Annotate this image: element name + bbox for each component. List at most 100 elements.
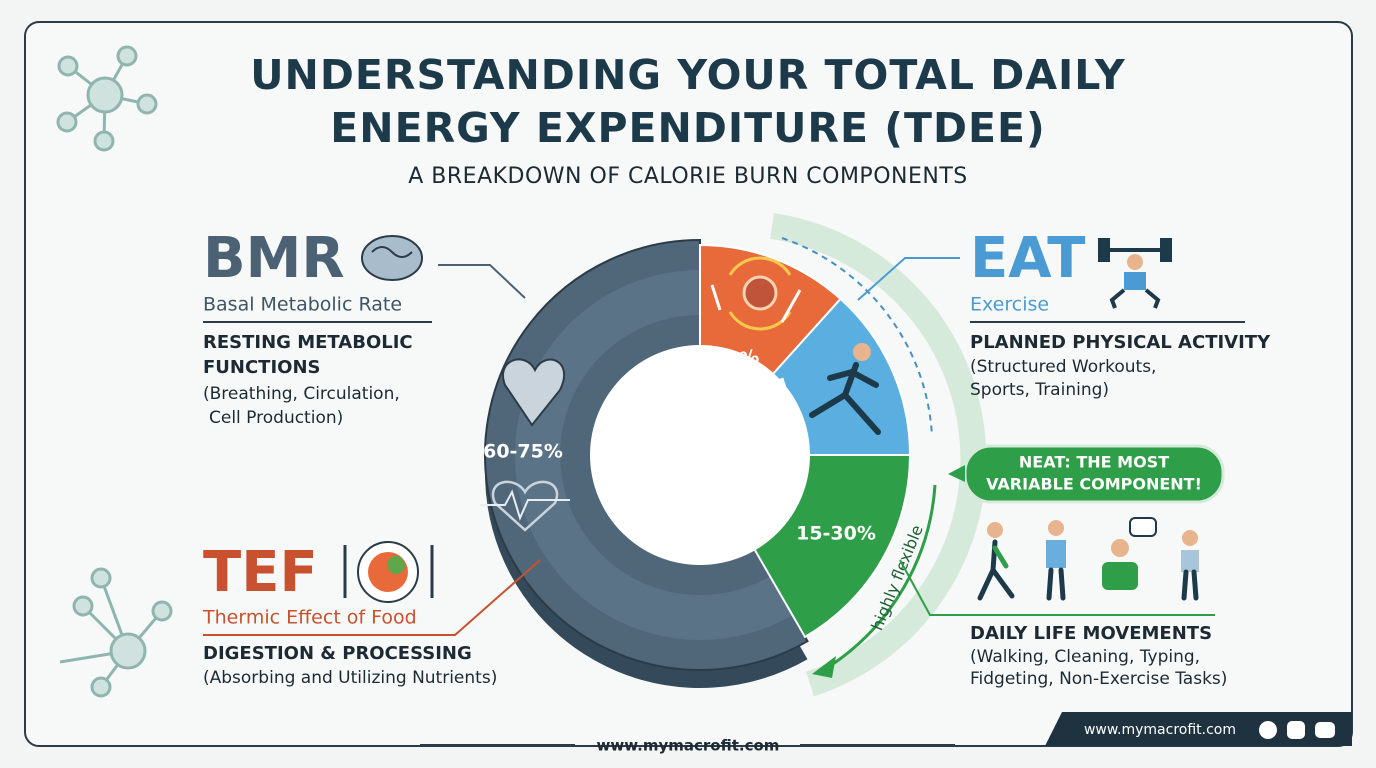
icon-part: [1129, 517, 1157, 537]
icon-part: [1109, 288, 1126, 309]
flex-arrow-dash: [781, 237, 933, 437]
icon-part: [1182, 530, 1198, 546]
icon-part: [368, 552, 408, 592]
component-detail: (Structured Workouts,: [970, 357, 1156, 377]
icon-part: [361, 235, 423, 281]
component-heading: DAILY LIFE MOVEMENTS: [970, 623, 1212, 644]
callout-text: VARIABLE COMPONENT!: [986, 475, 1202, 494]
icon-part: [1181, 569, 1189, 601]
icon-part: [93, 130, 115, 152]
icon-part: [992, 545, 1009, 569]
component-heading: DIGESTION & PROCESSING: [203, 643, 472, 664]
icon-part: [57, 55, 79, 77]
share-label: 60-75%: [483, 441, 563, 463]
icon-part: [1181, 550, 1199, 572]
icon-part: [710, 284, 722, 311]
icon-part: [827, 369, 855, 381]
icon-part: [1058, 567, 1066, 601]
icon-part: [977, 567, 996, 601]
icon-part: [1046, 520, 1066, 601]
icon-part: [116, 45, 138, 67]
icon-part: [1160, 238, 1172, 262]
food-cycle-icon: [710, 256, 802, 331]
brain-icon: [361, 235, 423, 281]
component-name: Thermic Effect of Food: [202, 607, 417, 629]
title: ENERGY EXPENDITURE (TDEE): [330, 104, 1046, 152]
connector: [203, 559, 541, 636]
icon-part: [1048, 520, 1064, 536]
component-detail: (Breathing, Circulation,: [203, 384, 400, 404]
icon-part: [990, 567, 1015, 599]
icon-part: [1102, 517, 1157, 590]
footer-corner-url: www.mymacrofit.com: [1084, 722, 1236, 738]
icon-part: [1127, 254, 1143, 270]
footer-badge: [1045, 712, 1352, 746]
molecule-decoration: [56, 45, 158, 152]
icon-part: [502, 358, 566, 427]
social-icon[interactable]: [1287, 721, 1305, 739]
icon-part: [780, 289, 802, 323]
bmr-inner-ring: [515, 270, 793, 641]
heart-icon: [480, 358, 570, 532]
icon-part: [1046, 540, 1066, 568]
icon-part: [1046, 567, 1054, 601]
share-label: 15-30%: [796, 523, 876, 545]
icon-part: [1111, 539, 1129, 557]
runner-icon: [809, 343, 881, 435]
title: UNDERSTANDING YOUR TOTAL DAILY: [250, 51, 1126, 99]
icon-part: [987, 522, 1003, 538]
callout-pointer: [948, 465, 965, 482]
icon-part: [849, 369, 879, 388]
icon-part: [809, 392, 848, 418]
icon-part: [1124, 272, 1146, 290]
icon-part: [1191, 569, 1199, 601]
connector: [899, 559, 1215, 616]
icon-part: [728, 256, 792, 276]
icon-part: [151, 600, 173, 622]
component-detail: Sports, Training): [970, 380, 1109, 400]
weightlifter-icon: [1098, 238, 1172, 309]
icon-part: [1102, 562, 1138, 590]
flex-arrow-head: [812, 656, 836, 678]
component-name: Basal Metabolic Rate: [203, 294, 402, 316]
icon-part: [977, 522, 1015, 601]
component-detail: Fidgeting, Non-Exercise Tasks): [970, 669, 1227, 689]
icon-part: [72, 595, 94, 617]
icon-part: [742, 275, 778, 311]
icon-part: [1144, 288, 1161, 309]
icon-part: [842, 392, 881, 435]
icon-part: [491, 480, 559, 532]
component-detail: (Absorbing and Utilizing Nutrients): [203, 668, 497, 688]
component-abbr: TEF: [203, 540, 318, 605]
icon-part: [90, 676, 112, 698]
flex-arrow-line: [829, 484, 937, 668]
plate-icon: [343, 541, 434, 603]
flex-arrow-band: [770, 213, 987, 697]
footer-url: www.mymacrofit.com: [597, 737, 780, 755]
icon-part: [387, 556, 405, 574]
icon-part: [480, 489, 570, 521]
social-icon[interactable]: [1259, 721, 1277, 739]
people-icons: [977, 517, 1199, 601]
icon-part: [109, 632, 147, 670]
icon-part: [56, 111, 78, 133]
component-detail: Cell Production): [209, 408, 343, 428]
component-abbr: BMR: [203, 226, 345, 291]
component-heading: FUNCTIONS: [203, 357, 321, 378]
connector: [438, 264, 526, 299]
component-detail: (Walking, Cleaning, Typing,: [970, 647, 1200, 667]
icon-part: [1098, 238, 1110, 262]
component-abbr: EAT: [970, 226, 1085, 291]
icon-part: [86, 76, 124, 114]
connector: [857, 257, 960, 301]
icon-part: [90, 567, 112, 589]
icon-part: [853, 343, 871, 361]
icon-part: [371, 246, 413, 258]
callout-text: NEAT: THE MOST: [1019, 453, 1169, 472]
icon-part: [1181, 530, 1199, 601]
subtitle: A BREAKDOWN OF CALORIE BURN COMPONENTS: [408, 164, 967, 189]
component-heading: PLANNED PHYSICAL ACTIVITY: [970, 332, 1271, 353]
social-icon[interactable]: [1315, 722, 1335, 738]
component-name: Exercise: [970, 294, 1049, 316]
